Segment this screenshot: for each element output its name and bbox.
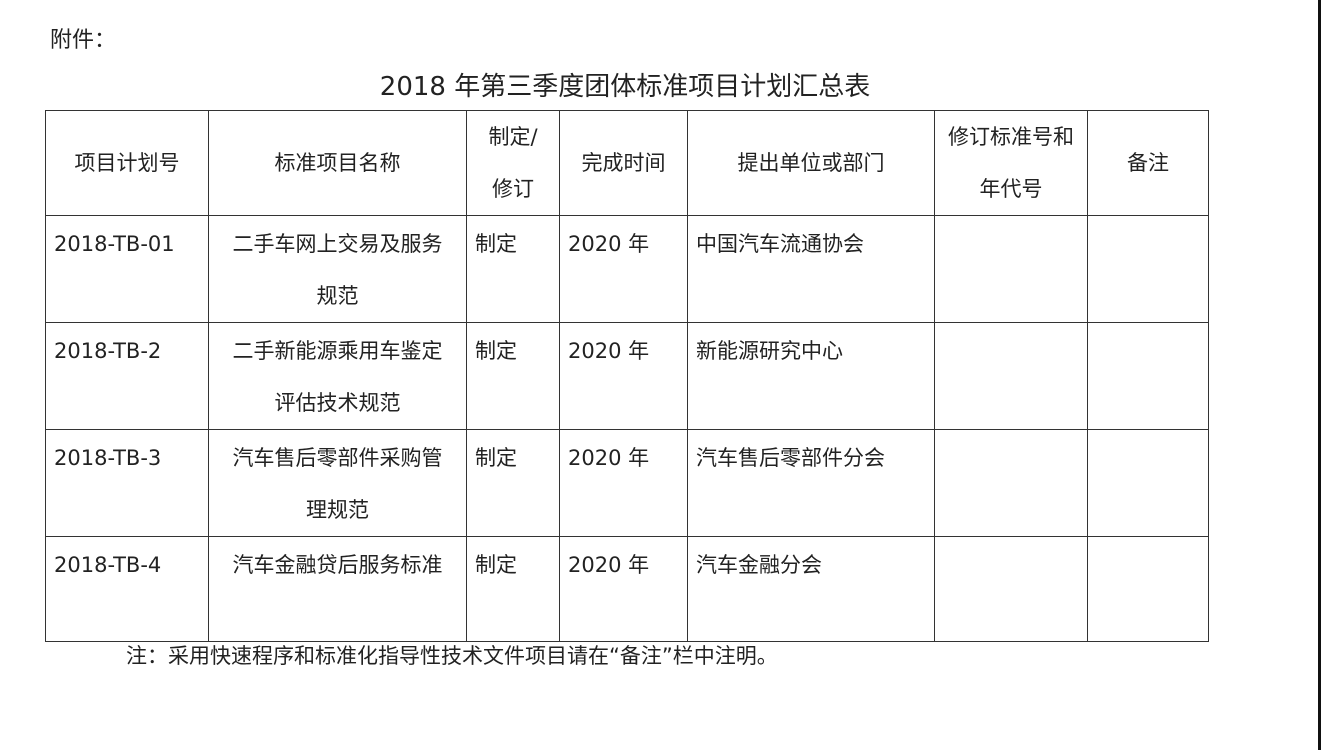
cell-plan-number: 2018-TB-3 bbox=[45, 429, 209, 537]
cell-proposer: 新能源研究中心 bbox=[687, 322, 935, 430]
cell-proposer: 汽车售后零部件分会 bbox=[687, 429, 935, 537]
cell-project-name: 二手新能源乘用车鉴定评估技术规范 bbox=[208, 322, 467, 430]
header-proposer: 提出单位或部门 bbox=[687, 110, 935, 216]
cell-proposer: 汽车金融分会 bbox=[687, 536, 935, 642]
header-revised-standard: 修订标准号和年代号 bbox=[934, 110, 1088, 216]
header-completion-time: 完成时间 bbox=[559, 110, 688, 216]
cell-proposer: 中国汽车流通协会 bbox=[687, 215, 935, 323]
table-row: 2018-TB-01 二手车网上交易及服务规范 制定 2020 年中国汽车流通协会 bbox=[45, 215, 1209, 323]
cell-remarks bbox=[1087, 536, 1209, 642]
cell-project-name: 汽车售后零部件采购管理规范 bbox=[208, 429, 467, 537]
table-row: 2018-TB-3 汽车售后零部件采购管理规范 制定 2020 年汽车售后零部件分会 bbox=[45, 429, 1209, 537]
cell-type: 制定 bbox=[466, 215, 560, 323]
cell-type: 制定 bbox=[466, 536, 560, 642]
header-plan-number: 项目计划号 bbox=[45, 110, 209, 216]
attachment-label: 附件： bbox=[50, 28, 117, 53]
cell-completion-time: 2020 年 bbox=[559, 536, 688, 642]
table-row: 2018-TB-2 二手新能源乘用车鉴定评估技术规范 制定 2020 年新能源研究中心 bbox=[45, 322, 1209, 430]
cell-plan-number: 2018-TB-01 bbox=[45, 215, 209, 323]
cell-project-name: 二手车网上交易及服务规范 bbox=[208, 215, 467, 323]
cell-revised-standard bbox=[934, 215, 1088, 323]
table-row: 2018-TB-4 汽车金融贷后服务标准 制定 2020 年汽车金融分会 bbox=[45, 536, 1209, 642]
cell-remarks bbox=[1087, 215, 1209, 323]
header-project-name: 标准项目名称 bbox=[208, 110, 467, 216]
cell-revised-standard bbox=[934, 536, 1088, 642]
standards-plan-table: 项目计划号 标准项目名称 制定/修订 完成时间 提出单位或部门 修订标准号和年代… bbox=[45, 110, 1209, 642]
table-header-row: 项目计划号 标准项目名称 制定/修订 完成时间 提出单位或部门 修订标准号和年代… bbox=[45, 110, 1209, 216]
cell-revised-standard bbox=[934, 322, 1088, 430]
header-type: 制定/修订 bbox=[466, 110, 560, 216]
footnote: 注：采用快速程序和标准化指导性技术文件项目请在“备注”栏中注明。 bbox=[126, 644, 778, 668]
cell-plan-number: 2018-TB-2 bbox=[45, 322, 209, 430]
document-title: 2018 年第三季度团体标准项目计划汇总表 bbox=[379, 72, 871, 102]
cell-revised-standard bbox=[934, 429, 1088, 537]
cell-completion-time: 2020 年 bbox=[559, 215, 688, 323]
cell-plan-number: 2018-TB-4 bbox=[45, 536, 209, 642]
cell-completion-time: 2020 年 bbox=[559, 322, 688, 430]
cell-remarks bbox=[1087, 322, 1209, 430]
cell-project-name: 汽车金融贷后服务标准 bbox=[208, 536, 467, 642]
cell-type: 制定 bbox=[466, 322, 560, 430]
cell-remarks bbox=[1087, 429, 1209, 537]
scan-edge bbox=[1318, 0, 1321, 750]
header-remarks: 备注 bbox=[1087, 110, 1209, 216]
cell-type: 制定 bbox=[466, 429, 560, 537]
cell-completion-time: 2020 年 bbox=[559, 429, 688, 537]
